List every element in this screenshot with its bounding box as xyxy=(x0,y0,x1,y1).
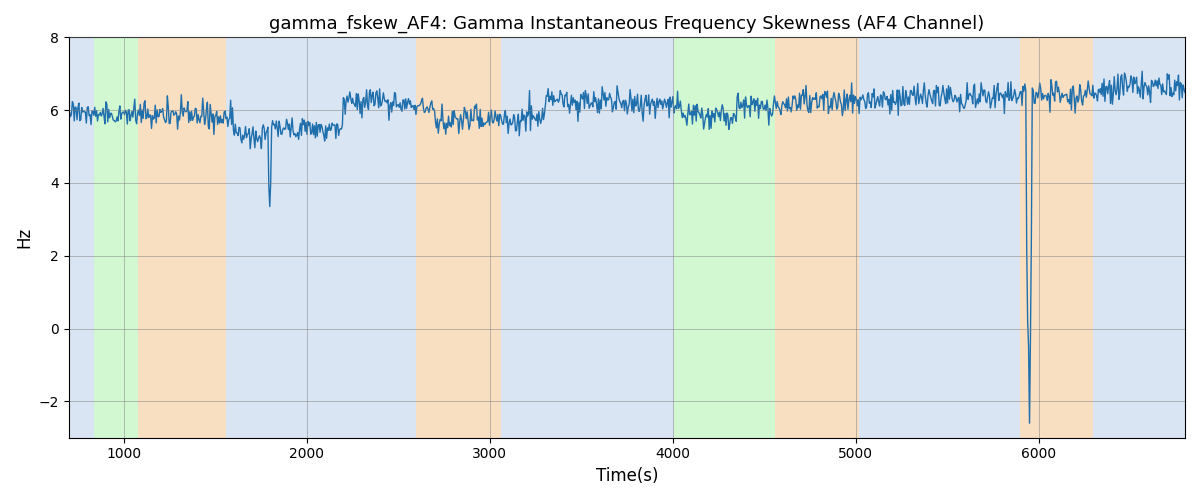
Bar xyxy=(859,38,1020,438)
Bar xyxy=(416,38,500,438)
Bar xyxy=(95,38,138,438)
Bar xyxy=(226,38,416,438)
Title: gamma_fskew_AF4: Gamma Instantaneous Frequency Skewness (AF4 Channel): gamma_fskew_AF4: Gamma Instantaneous Fre… xyxy=(269,15,984,34)
Bar xyxy=(1093,38,1184,438)
Bar xyxy=(138,38,226,438)
Bar xyxy=(674,38,775,438)
Bar xyxy=(500,38,674,438)
Bar xyxy=(1020,38,1093,438)
Y-axis label: Hz: Hz xyxy=(16,227,34,248)
Bar xyxy=(775,38,859,438)
X-axis label: Time(s): Time(s) xyxy=(595,467,658,485)
Bar xyxy=(68,38,95,438)
